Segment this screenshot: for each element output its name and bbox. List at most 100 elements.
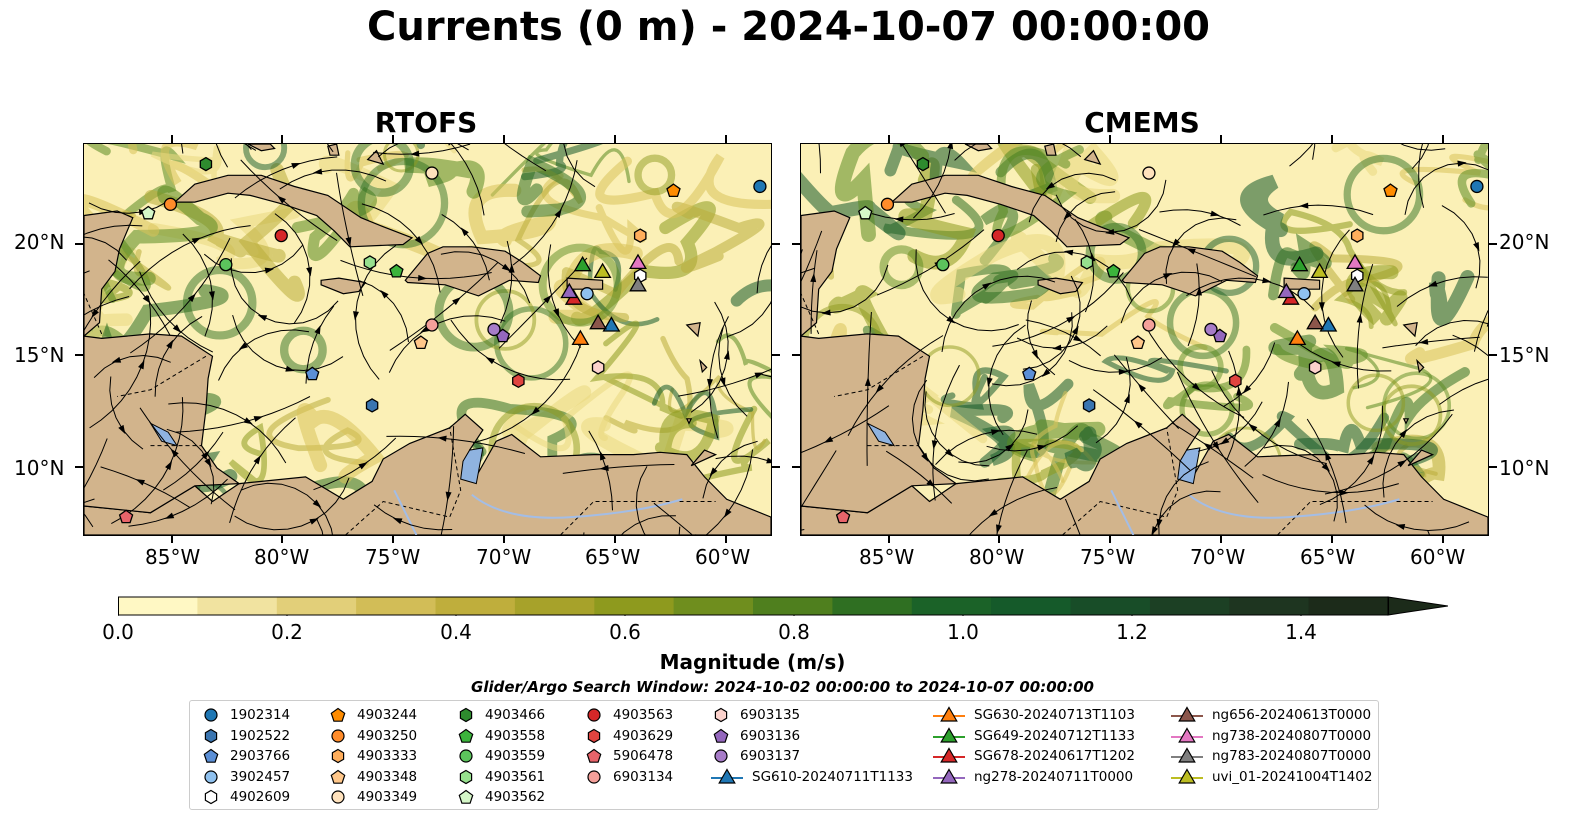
glider-marker-uvi_01-20241004T1402[interactable]: [593, 262, 612, 279]
float-marker-1902522[interactable]: [1082, 398, 1096, 413]
y-tick-label: 20°N: [14, 230, 65, 254]
glider-marker-SG610-20240711T1133[interactable]: [602, 316, 621, 332]
legend-label: ng278-20240711T0000: [974, 768, 1134, 785]
glider-marker-SG630-20240713T1103[interactable]: [571, 329, 590, 346]
glider-marker-ng783-20240807T0000[interactable]: [629, 276, 647, 292]
float-marker-6903137[interactable]: [487, 322, 501, 337]
float-marker-4903558[interactable]: [389, 263, 404, 278]
glider-marker-uvi_01-20241004T1402[interactable]: [1310, 262, 1329, 279]
float-marker-6903135[interactable]: [591, 360, 605, 375]
colorbar-tick-label: 0.4: [440, 620, 472, 644]
float-marker-1902314[interactable]: [1470, 179, 1484, 194]
float-marker-4903244[interactable]: [666, 183, 681, 198]
colorbar-segment: [1070, 597, 1151, 615]
legend-item: 4903558: [455, 726, 545, 746]
y-tick-label: 15°N: [14, 343, 65, 367]
float-marker-6903137[interactable]: [1204, 322, 1218, 337]
legend-item: 4903563: [583, 705, 673, 725]
float-marker-5906478[interactable]: [835, 509, 851, 524]
y-tick-mark: [772, 354, 780, 357]
float-marker-1902314[interactable]: [753, 179, 767, 194]
float-marker-6903134[interactable]: [1142, 318, 1156, 332]
float-marker-4903561[interactable]: [1080, 255, 1094, 270]
legend-label: ng738-20240807T0000: [1212, 727, 1372, 744]
float-marker-6903135[interactable]: [1308, 360, 1322, 375]
glider-marker-ng738-20240807T0000[interactable]: [1346, 253, 1364, 270]
float-marker-4903250[interactable]: [163, 197, 178, 211]
y-tick-mark: [792, 242, 800, 245]
legend-label: 1902314: [230, 707, 291, 723]
float-marker-4903349[interactable]: [1142, 166, 1156, 180]
float-marker-1902522[interactable]: [365, 398, 379, 413]
legend-item: 3902457: [200, 767, 290, 787]
float-marker-4903333[interactable]: [633, 228, 647, 243]
x-tick-mark: [1330, 135, 1333, 143]
x-tick-mark: [503, 535, 506, 543]
legend-item: 4903466: [455, 705, 545, 725]
float-marker-3902457[interactable]: [1297, 287, 1311, 301]
colorbar-tick-label: 0.8: [778, 620, 810, 644]
float-marker-4903244[interactable]: [1383, 183, 1398, 198]
x-tick-mark: [613, 535, 616, 543]
glider-marker-SG630-20240713T1103[interactable]: [1288, 329, 1307, 346]
glider-marker-ng278-20240711T0000[interactable]: [1277, 282, 1296, 299]
float-marker-2903766[interactable]: [305, 366, 320, 381]
glider-marker-ng656-20240613T0000[interactable]: [1306, 313, 1325, 330]
float-marker-4903348[interactable]: [1130, 335, 1146, 350]
float-marker-4903559[interactable]: [936, 258, 950, 272]
float-marker-3902457[interactable]: [580, 287, 594, 301]
float-marker-4903333[interactable]: [1350, 228, 1364, 243]
legend-label: 4903561: [485, 768, 546, 785]
legend-marker-icon: [204, 728, 218, 743]
colorbar-segment: [356, 597, 436, 615]
x-tick-mark: [281, 135, 284, 143]
float-marker-4903562[interactable]: [141, 205, 156, 220]
map-panel-rtofs[interactable]: [83, 143, 772, 536]
float-marker-4903562[interactable]: [858, 205, 873, 220]
legend: 1902314 1902522 2903766 3902457 4902609 49032…: [189, 700, 1379, 810]
legend-label: SG649-20240712T1133: [974, 727, 1135, 744]
float-marker-6903134[interactable]: [425, 318, 439, 332]
glider-marker-SG610-20240711T1133[interactable]: [1319, 316, 1338, 332]
legend-label: 4903629: [613, 727, 674, 744]
legend-marker-icon: [933, 767, 965, 784]
float-marker-4903629[interactable]: [1229, 373, 1242, 389]
glider-marker-SG649-20240712T1133[interactable]: [573, 255, 592, 272]
legend-item: ng783-20240807T0000: [1170, 746, 1371, 766]
colorbar-segment: [118, 597, 198, 615]
float-marker-4903349[interactable]: [425, 166, 439, 180]
colorbar-segment: [197, 597, 278, 615]
legend-label: 4903250: [357, 727, 418, 744]
float-marker-4903466[interactable]: [199, 156, 213, 172]
glider-marker-SG649-20240712T1133[interactable]: [1290, 255, 1309, 272]
legend-marker-icon: [933, 706, 965, 722]
x-tick-label: 65°W: [585, 545, 641, 569]
float-marker-4903563[interactable]: [991, 228, 1005, 243]
glider-marker-ng278-20240711T0000[interactable]: [560, 282, 579, 299]
legend-marker-icon: [331, 728, 345, 743]
float-marker-4903348[interactable]: [413, 335, 429, 350]
legend-item: 6903135: [710, 705, 800, 725]
float-marker-5906478[interactable]: [118, 509, 134, 524]
colorbar-segment: [911, 597, 992, 615]
x-tick-mark: [1441, 135, 1444, 143]
legend-item: 1902522: [200, 726, 290, 746]
float-marker-4903561[interactable]: [363, 255, 377, 270]
glider-marker-ng738-20240807T0000[interactable]: [629, 253, 647, 270]
legend-item: 5906478: [583, 746, 673, 766]
map-panel-cmems[interactable]: [800, 143, 1489, 536]
legend-label: SG610-20240711T1133: [752, 768, 913, 785]
float-marker-4903558[interactable]: [1106, 263, 1121, 278]
y-tick-label: 15°N: [1499, 343, 1550, 367]
float-marker-4903563[interactable]: [274, 228, 288, 243]
glider-marker-ng656-20240613T0000[interactable]: [589, 313, 608, 330]
colorbar-tick-label: 1.0: [947, 620, 979, 644]
float-marker-4903466[interactable]: [916, 156, 930, 172]
float-marker-2903766[interactable]: [1022, 366, 1037, 381]
float-marker-4903559[interactable]: [219, 258, 233, 272]
float-marker-4903629[interactable]: [512, 373, 525, 389]
float-marker-4903250[interactable]: [880, 197, 895, 211]
legend-marker-icon: [459, 749, 473, 763]
glider-marker-ng783-20240807T0000[interactable]: [1346, 276, 1364, 292]
legend-label: ng656-20240613T0000: [1212, 707, 1372, 723]
